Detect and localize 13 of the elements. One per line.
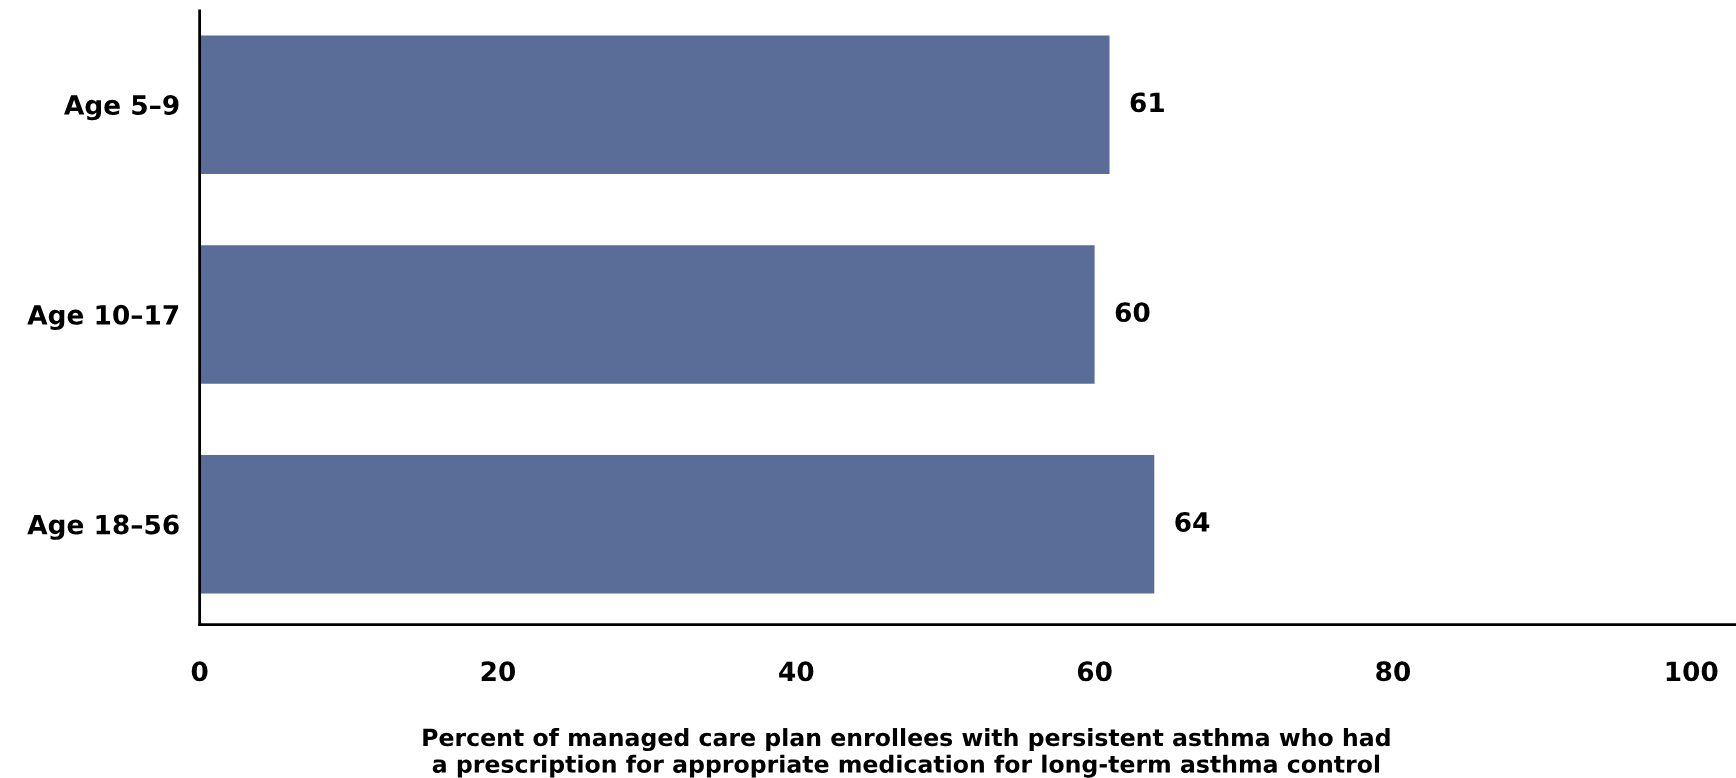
y-tick-label: Age 10–17 (27, 304, 179, 331)
x-tick-label: 100 (1666, 661, 1718, 682)
x-axis-title: Percent of managed care plan enrollees with persistent asthma who had a prescription for appropriate medication for long-term asthma control (423, 728, 1390, 778)
x-tick-label: 20 (481, 661, 516, 682)
data-label: 60 (1115, 302, 1150, 323)
x-tick-label: 60 (1077, 661, 1112, 682)
x-tick-label: 40 (779, 661, 814, 682)
y-tick-label: Age 5–9 (64, 95, 179, 121)
y-tick-label: Age 18–56 (27, 514, 179, 540)
data-label: 61 (1130, 92, 1164, 113)
data-label: 64 (1175, 511, 1210, 532)
x-tick-label: 0 (191, 661, 208, 682)
x-tick-label: 80 (1376, 661, 1411, 682)
